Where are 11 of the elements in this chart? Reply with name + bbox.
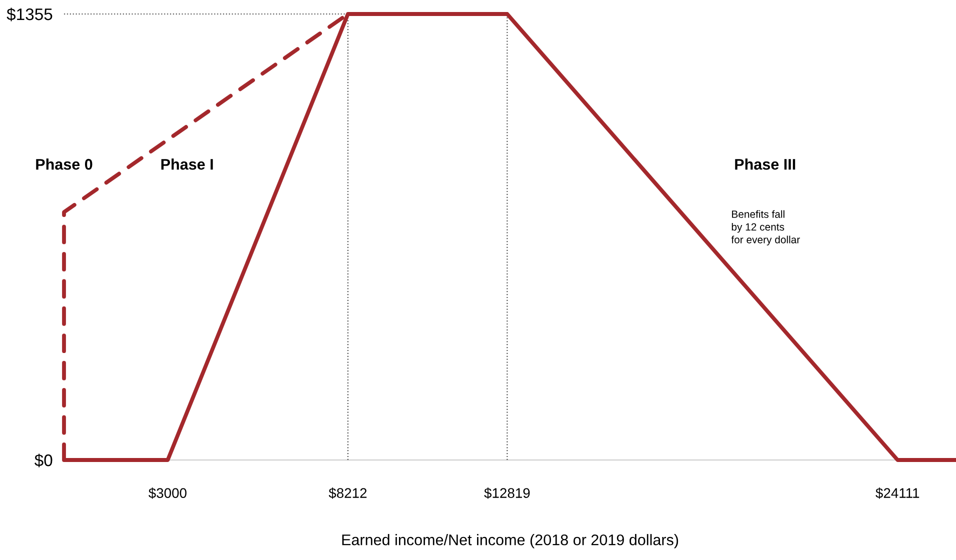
annotation: Phase III: [735, 158, 796, 170]
x-tick-label: $8212: [328, 488, 367, 499]
annotation: Phase 0: [36, 158, 92, 170]
annotation: Phase I: [161, 158, 213, 170]
annotation: Benefits fall by 12 cents for every dollar: [731, 210, 800, 246]
x-tick-label: $12819: [484, 488, 530, 499]
x-tick-label: $3000: [148, 488, 186, 499]
x-tick-label: $24111: [876, 488, 920, 499]
y-tick-label: $0: [34, 454, 52, 468]
y-tick-label: $1355: [6, 8, 52, 22]
x-axis-title: Earned income/Net income (2018 or 2019 dollars): [342, 534, 678, 548]
